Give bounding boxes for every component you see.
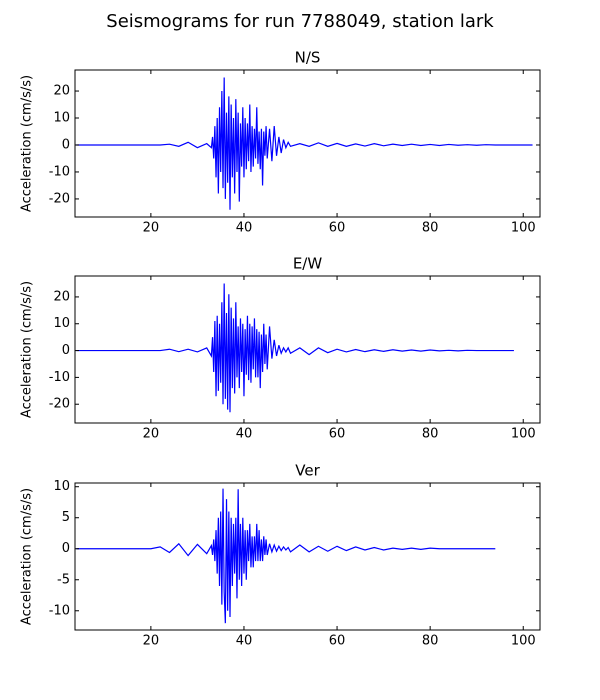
y-tick-label: -5 (57, 572, 70, 587)
axes-frame (74, 69, 541, 218)
x-tick-label: 100 (511, 634, 536, 649)
y-tick-label: 0 (62, 541, 70, 556)
y-tick-label: 10 (53, 316, 70, 331)
x-tick-label: 80 (422, 221, 439, 236)
x-tick-label: 100 (511, 427, 536, 442)
y-tick-label: -20 (49, 397, 70, 412)
x-tick-label: 40 (236, 427, 253, 442)
y-tick-label: 0 (62, 343, 70, 358)
y-axis-label: Acceleration (cm/s/s) (20, 488, 35, 625)
y-axis-label: Acceleration (cm/s/s) (20, 281, 35, 418)
x-tick-label: 20 (143, 221, 160, 236)
x-tick-label: 20 (143, 634, 160, 649)
y-tick-label: 20 (53, 289, 70, 304)
x-tick-label: 60 (329, 221, 346, 236)
y-tick-label: -10 (49, 603, 70, 618)
y-tick-label: 20 (53, 84, 70, 99)
x-tick-label: 80 (422, 427, 439, 442)
y-tick-label: 0 (62, 137, 70, 152)
x-tick-label: 20 (143, 427, 160, 442)
x-tick-label: 100 (511, 221, 536, 236)
y-tick-label: 5 (62, 510, 70, 525)
subplot-title: N/S (295, 49, 321, 67)
y-tick-label: -10 (49, 164, 70, 179)
subplot-title: E/W (293, 255, 323, 273)
x-tick-label: 40 (236, 634, 253, 649)
subplot-title: Ver (295, 462, 320, 480)
y-tick-label: -10 (49, 370, 70, 385)
axes-frame (74, 275, 541, 424)
x-tick-label: 80 (422, 634, 439, 649)
x-tick-label: 60 (329, 427, 346, 442)
seismogram-line (76, 488, 496, 624)
seismogram-line (76, 77, 533, 210)
x-tick-label: 40 (236, 221, 253, 236)
y-axis-label: Acceleration (cm/s/s) (20, 75, 35, 212)
seismogram-line (76, 283, 514, 413)
x-tick-label: 60 (329, 634, 346, 649)
figure-title: Seismograms for run 7788049, station lar… (106, 11, 494, 32)
y-tick-label: -20 (49, 191, 70, 206)
y-tick-label: 10 (53, 479, 70, 494)
axes-frame (74, 482, 541, 631)
y-tick-label: 10 (53, 111, 70, 126)
